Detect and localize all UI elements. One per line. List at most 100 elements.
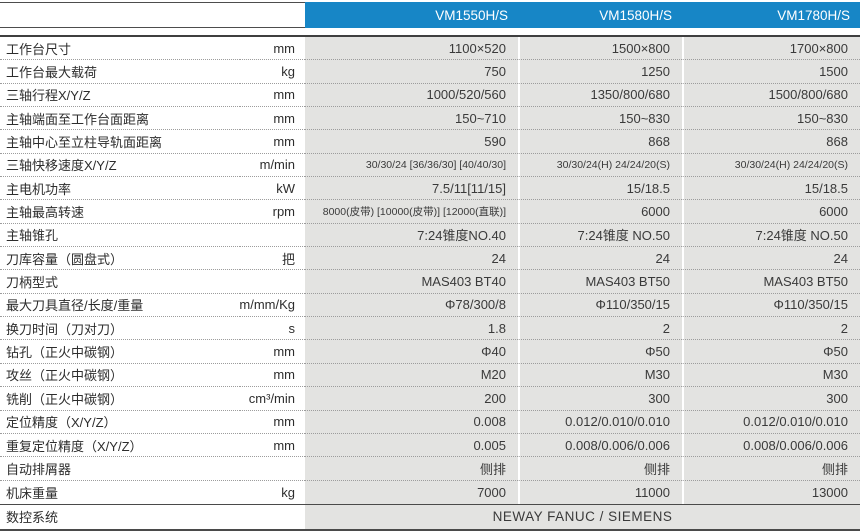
row-label: 三轴快移速度X/Y/Z — [0, 154, 240, 178]
cell-value: 6000 — [518, 200, 682, 224]
cell-value: Φ110/350/15 — [518, 293, 682, 318]
table-row: 主轴端面至工作台面距离 mm 150~710 150~830 150~830 — [0, 107, 860, 131]
cell-value: MAS403 BT50 — [682, 270, 860, 294]
cell-value: 150~830 — [518, 107, 682, 131]
cell-value: 24 — [518, 247, 682, 271]
cell-value: 1100×520 — [305, 37, 518, 61]
row-unit: mm — [240, 130, 305, 154]
cell-value: 7.5/11[11/15] — [305, 177, 518, 201]
cell-value: 30/30/24(H) 24/24/20(S) — [518, 153, 682, 178]
row-label: 刀柄型式 — [0, 270, 240, 294]
table-row: 钻孔（正火中碳钢） mm Φ40 Φ50 Φ50 — [0, 340, 860, 364]
row-label: 主轴端面至工作台面距离 — [0, 107, 240, 131]
cell-value: M20 — [305, 363, 518, 388]
cell-value: 0.008/0.006/0.006 — [518, 433, 682, 458]
row-label: 工作台最大载荷 — [0, 60, 240, 84]
row-label: 刀库容量（圆盘式） — [0, 247, 240, 271]
cell-value: 7:24锥度 NO.50 — [518, 223, 682, 248]
cell-value: 1700×800 — [682, 37, 860, 61]
row-unit: mm/mm/Kg — [240, 294, 305, 318]
table-header-row: VM1550H/S VM1580H/S VM1780H/S — [0, 2, 860, 28]
cell-value: 300 — [682, 387, 860, 411]
row-unit: kg — [240, 60, 305, 84]
cell-value: 750 — [305, 60, 518, 84]
row-label: 主轴锥孔 — [0, 224, 240, 248]
cell-value: 1350/800/680 — [518, 83, 682, 108]
cell-value: 0.012/0.010/0.010 — [682, 410, 860, 434]
row-unit: mm — [240, 364, 305, 388]
cell-value: Φ110/350/15 — [682, 293, 860, 318]
cell-value: 侧排 — [518, 457, 682, 481]
cell-value: 7:24锥度NO.40 — [305, 223, 518, 248]
cell-value: 0.005 — [305, 433, 518, 458]
cell-value: 1000/520/560 — [305, 83, 518, 108]
row-label: 定位精度（X/Y/Z） — [0, 411, 240, 434]
cell-value: Φ50 — [518, 340, 682, 364]
row-unit: s — [240, 317, 305, 341]
row-label: 铣削（正火中碳钢） — [0, 387, 240, 411]
cell-value: 300 — [518, 387, 682, 411]
table-row: 自动排屑器 侧排 侧排 侧排 — [0, 457, 860, 481]
cell-value: 1250 — [518, 60, 682, 84]
cell-value: 24 — [305, 247, 518, 271]
cell-value: Φ50 — [682, 340, 860, 364]
cell-value: 30/30/24(H) 24/24/20(S) — [682, 153, 860, 178]
table-row: 定位精度（X/Y/Z） mm 0.008 0.012/0.010/0.010 0.012… — [0, 410, 860, 434]
cell-value: 2 — [682, 317, 860, 341]
footer-row: 数控系统 NEWAY FANUC / SIEMENS — [0, 503, 860, 531]
row-label: 换刀时间（刀对刀） — [0, 317, 240, 341]
table-row: 三轴快移速度X/Y/Z m/min 30/30/24 [36/36/30] [40/… — [0, 153, 860, 178]
row-label: 主轴中心至立柱导轨面距离 — [0, 130, 240, 154]
row-unit: m/min — [240, 154, 305, 178]
table-row: 主轴锥孔 7:24锥度NO.40 7:24锥度 NO.50 7:24锥度 NO.50 — [0, 223, 860, 248]
row-unit — [240, 224, 305, 248]
row-unit: cm³/min — [240, 387, 305, 411]
row-unit: rpm — [240, 200, 305, 224]
cell-value: 11000 — [518, 480, 682, 504]
row-label: 重复定位精度（X/Y/Z） — [0, 434, 240, 458]
table-row: 工作台最大载荷 kg 750 1250 1500 — [0, 60, 860, 84]
table-row: 工作台尺寸 mm 1100×520 1500×800 1700×800 — [0, 37, 860, 61]
cell-value: 0.008/0.006/0.006 — [682, 433, 860, 458]
row-label: 三轴行程X/Y/Z — [0, 84, 240, 108]
cell-value: M30 — [518, 363, 682, 388]
cell-value: 15/18.5 — [518, 177, 682, 201]
cell-value: 0.008 — [305, 410, 518, 434]
cell-value: 24 — [682, 247, 860, 271]
row-label: 主轴最高转速 — [0, 200, 240, 224]
cell-value: M30 — [682, 363, 860, 388]
cell-value: 1500/800/680 — [682, 83, 860, 108]
cell-value: 侧排 — [305, 457, 518, 481]
row-unit: mm — [240, 411, 305, 434]
table-row: 主轴中心至立柱导轨面距离 mm 590 868 868 — [0, 130, 860, 154]
cell-value: 1500×800 — [518, 37, 682, 61]
cell-value: 2 — [518, 317, 682, 341]
row-label: 主电机功率 — [0, 177, 240, 201]
row-unit: mm — [240, 37, 305, 61]
row-label: 钻孔（正火中碳钢） — [0, 340, 240, 364]
cell-value: 7000 — [305, 480, 518, 504]
footer-value: NEWAY FANUC / SIEMENS — [305, 504, 860, 529]
row-unit: mm — [240, 107, 305, 131]
cell-value: 1.8 — [305, 317, 518, 341]
table-row: 刀库容量（圆盘式）把 24 24 24 — [0, 247, 860, 271]
cell-value: MAS403 BT40 — [305, 270, 518, 294]
table-row: 刀柄型式 MAS403 BT40 MAS403 BT50 MAS403 BT50 — [0, 270, 860, 294]
cell-value: 8000(皮带) [10000(皮带)] [12000(直联)] — [305, 200, 518, 224]
table-row: 重复定位精度（X/Y/Z） mm 0.005 0.008/0.006/0.006 0.0… — [0, 433, 860, 458]
cell-value: 侧排 — [682, 457, 860, 481]
cell-value: 6000 — [682, 200, 860, 224]
table-row: 最大刀具直径/长度/重量mm/mm/KgΦ78/300/8Φ110/350/15… — [0, 293, 860, 318]
header-body-gap — [0, 28, 860, 35]
cell-value: MAS403 BT50 — [518, 270, 682, 294]
cell-value: 150~710 — [305, 107, 518, 131]
cell-value: Φ40 — [305, 340, 518, 364]
cell-value: 868 — [682, 130, 860, 154]
table-row: 机床重量 kg 7000 11000 13000 — [0, 480, 860, 504]
cell-value: 150~830 — [682, 107, 860, 131]
row-label: 工作台尺寸 — [0, 37, 240, 61]
spec-table-body: 工作台尺寸 mm 1100×520 1500×800 1700×800 工作台最大载荷 kg… — [0, 35, 860, 504]
row-unit — [240, 457, 305, 481]
row-unit — [240, 270, 305, 294]
